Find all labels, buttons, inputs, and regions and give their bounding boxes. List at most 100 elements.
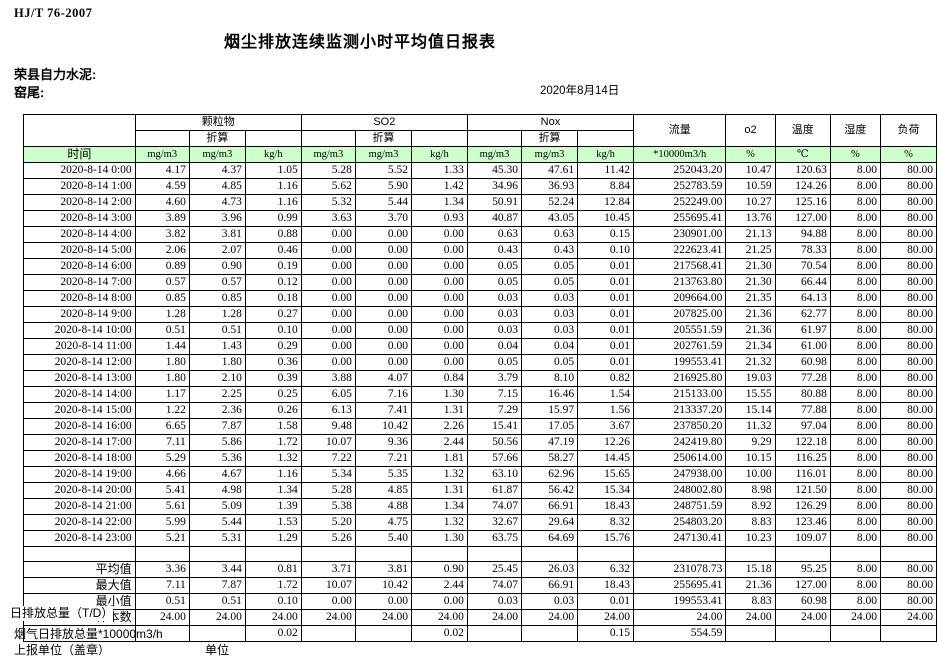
cell-humidity: 8.00 <box>829 338 881 355</box>
cell-pm-converted: 1.28 <box>188 306 246 323</box>
cell-blank <box>244 546 302 562</box>
cell-humidity: 8.00 <box>829 482 881 499</box>
subheader-so2-mass <box>410 130 468 147</box>
unit-nox-mgm3: mg/m3 <box>466 146 523 163</box>
cell-so2 <box>300 625 356 642</box>
cell-load: 80.00 <box>879 561 937 578</box>
cell-blank <box>577 546 634 562</box>
cell-flow: 255695.41 <box>632 210 727 227</box>
table-row: 2020-8-14 6:00 0.89 0.90 0.19 0.00 0.00 0.00 0.… <box>23 258 937 275</box>
cell-flow: 254803.20 <box>632 514 727 531</box>
cell-flow: 252043.20 <box>632 162 727 179</box>
table-row: 2020-8-14 11:00 1.44 1.43 0.29 0.00 0.00 0.00 0… <box>23 338 937 355</box>
cell-so2-kgh: 0.00 <box>410 258 468 275</box>
cell-flow: 230901.00 <box>632 226 727 243</box>
cell-load: 80.00 <box>879 274 937 291</box>
cell-so2: 3.88 <box>300 370 356 387</box>
cell-time: 2020-8-14 16:00 <box>23 418 136 435</box>
cell-pm: 2.06 <box>134 242 190 259</box>
cell-time: 2020-8-14 20:00 <box>23 482 136 499</box>
cell-nox-kgh: 0.10 <box>577 242 634 259</box>
cell-blank <box>829 546 881 562</box>
cell-o2: 10.59 <box>725 178 776 195</box>
cell-pm-kgh: 0.81 <box>244 561 302 578</box>
cell-so2: 5.62 <box>300 178 356 195</box>
cell-nox-converted: 66.91 <box>521 498 579 515</box>
cell-nox: 0.43 <box>466 242 523 259</box>
cell-nox <box>466 625 523 642</box>
cell-time: 2020-8-14 17:00 <box>23 434 136 451</box>
cell-flow: 205551.59 <box>632 322 727 339</box>
cell-so2-kgh: 1.42 <box>410 178 468 195</box>
cell-nox: 0.03 <box>466 322 523 339</box>
cell-time: 2020-8-14 14:00 <box>23 386 136 403</box>
cell-nox: 15.41 <box>466 418 523 435</box>
cell-nox-converted: 58.27 <box>521 450 579 467</box>
cell-pm-converted: 7.87 <box>188 577 246 594</box>
cell-so2-converted: 0.00 <box>354 258 412 275</box>
cell-pm: 0.51 <box>134 322 190 339</box>
cell-pm-converted: 0.85 <box>188 290 246 307</box>
cell-flow: 213763.80 <box>632 274 727 291</box>
cell-pm-kgh: 0.10 <box>244 322 302 339</box>
cell-o2: 24.00 <box>725 609 776 626</box>
cell-so2-converted: 10.42 <box>354 577 412 594</box>
cell-pm-kgh: 1.58 <box>244 418 302 435</box>
company-name: 荣县自力水泥: <box>14 67 97 82</box>
header-time-blank <box>23 114 136 147</box>
cell-pm-converted: 3.44 <box>188 561 246 578</box>
table-row: 2020-8-14 9:00 1.28 1.28 0.27 0.00 0.00 0.00 0.… <box>23 306 937 323</box>
table-row: 2020-8-14 8:00 0.85 0.85 0.18 0.00 0.00 0.00 0.… <box>23 290 937 307</box>
cell-pm-kgh: 1.72 <box>244 577 302 594</box>
cell-pm: 1.80 <box>134 370 190 387</box>
cell-so2-converted: 0.00 <box>354 322 412 339</box>
cell-so2-converted: 24.00 <box>354 609 412 626</box>
cell-pm: 3.82 <box>134 226 190 243</box>
cell-nox: 0.05 <box>466 258 523 275</box>
unit-flow: *10000m3/h <box>632 146 727 163</box>
cell-time: 2020-8-14 18:00 <box>23 450 136 467</box>
cell-flow: 248002.80 <box>632 482 727 499</box>
cell-nox-kgh: 0.15 <box>577 226 634 243</box>
cell-nox-kgh: 12.26 <box>577 434 634 451</box>
table-row: 2020-8-14 16:00 6.65 7.87 1.58 9.48 10.42 2.26… <box>23 418 937 435</box>
cell-so2: 5.26 <box>300 530 356 547</box>
cell-humidity: 8.00 <box>829 178 881 195</box>
cell-o2: 15.55 <box>725 386 776 403</box>
unit-header-row: 时间 mg/m3 mg/m3 kg/h mg/m3 mg/m3 kg/h mg/… <box>23 146 937 163</box>
cell-nox: 0.03 <box>466 593 523 610</box>
cell-humidity: 8.00 <box>829 274 881 291</box>
cell-so2: 5.28 <box>300 482 356 499</box>
cell-so2: 0.00 <box>300 354 356 371</box>
cell-time: 2020-8-14 11:00 <box>23 338 136 355</box>
cell-so2: 0.00 <box>300 258 356 275</box>
table-row: 2020-8-14 2:00 4.60 4.73 1.16 5.32 5.44 1.34 50… <box>23 194 937 211</box>
cell-pm-converted: 4.85 <box>188 178 246 195</box>
cell-nox: 3.79 <box>466 370 523 387</box>
cell-nox-converted: 17.05 <box>521 418 579 435</box>
cell-pm: 0.85 <box>134 290 190 307</box>
header-group-flow: 流量 <box>632 114 727 147</box>
cell-humidity: 8.00 <box>829 210 881 227</box>
cell-blank <box>23 546 136 562</box>
cell-pm-converted: 1.80 <box>188 354 246 371</box>
cell-so2-kgh: 1.81 <box>410 450 468 467</box>
cell-o2: 21.36 <box>725 322 776 339</box>
header-group-nox: Nox <box>466 114 634 131</box>
unit-nox-conv-mgm3: mg/m3 <box>521 146 579 163</box>
cell-o2: 10.23 <box>725 530 776 547</box>
cell-load: 80.00 <box>879 290 937 307</box>
table-row: 2020-8-14 21:00 5.61 5.09 1.39 5.38 4.88 1.34 7… <box>23 498 937 515</box>
cell-flow: 554.59 <box>632 625 727 642</box>
cell-flow: 216925.80 <box>632 370 727 387</box>
stack-name: 窑尾: <box>14 85 45 100</box>
cell-load: 80.00 <box>879 322 937 339</box>
cell-so2-converted <box>354 625 412 642</box>
cell-pm-converted: 4.73 <box>188 194 246 211</box>
cell-so2-kgh: 2.26 <box>410 418 468 435</box>
cell-pm-kgh: 1.72 <box>244 434 302 451</box>
cell-o2: 15.14 <box>725 402 776 419</box>
cell-nox-converted: 0.63 <box>521 226 579 243</box>
cell-nox-kgh: 11.42 <box>577 162 634 179</box>
cell-humidity: 8.00 <box>829 194 881 211</box>
